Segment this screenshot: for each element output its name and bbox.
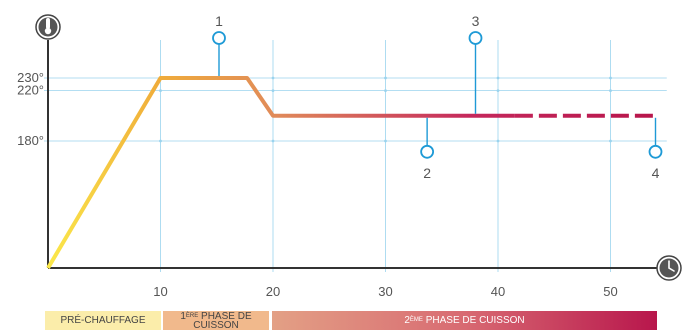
callout-label-2: 2 (423, 165, 431, 181)
callout-circle (468, 31, 483, 45)
phase-first-line1: 1ÈRE PHASE DE (180, 310, 252, 322)
grid-dot (496, 89, 500, 92)
callout-1: 1 (212, 13, 226, 76)
grid-dot (384, 89, 387, 92)
grid-dot (271, 89, 275, 92)
axes (47, 40, 660, 269)
axis-icons (35, 14, 682, 281)
grid-dot (609, 139, 612, 143)
x-tick-label-50: 50 (603, 284, 617, 299)
y-tick-label-230: 230° (17, 70, 44, 85)
phase-second-label: 2ÈME PHASE DE CUISSON (404, 315, 525, 326)
phase-first-line2: CUISSON (193, 319, 239, 331)
callout-circle (648, 144, 663, 159)
grid-dot (496, 76, 500, 80)
clock-icon-hands (668, 260, 675, 272)
callout-3: 3 (468, 13, 483, 114)
tick-labels: 10 20 30 40 50 230°220° 180° (17, 70, 618, 299)
phase-preheating-label: PRÉ-CHAUFFAGE (60, 315, 146, 326)
clock-icon (656, 255, 682, 281)
phase-first-cooking: 1ÈRE PHASE DE CUISSON (163, 311, 269, 330)
thermometer-icon-stem (46, 18, 50, 29)
temperature-curve (46, 76, 656, 270)
callout-2: 2 (420, 117, 435, 181)
grid-dot (271, 139, 275, 143)
series-line-solid (46, 76, 515, 270)
callout-markers: 1 2 3 4 (212, 13, 663, 181)
callout-label-1: 1 (215, 13, 223, 29)
grid-dot (159, 139, 162, 143)
grid-dot (496, 139, 500, 143)
x-tick-label-30: 30 (378, 284, 392, 299)
callout-circle (212, 31, 226, 45)
grid-dot (159, 89, 162, 92)
thermometer-icon-bulb (44, 27, 52, 35)
y-tick-label-180: 180° (17, 133, 44, 148)
thermometer-icon (35, 14, 61, 40)
callout-4: 4 (648, 117, 663, 181)
callout-label-4: 4 (652, 165, 660, 181)
grid-dot (384, 76, 387, 80)
grid-dot (271, 76, 275, 80)
grid-dot (609, 89, 612, 92)
x-tick-label-20: 20 (266, 284, 280, 299)
grid-lines (44, 40, 667, 272)
grid-dot (384, 139, 387, 143)
x-tick-label-40: 40 (491, 284, 505, 299)
callout-circle (420, 144, 435, 159)
grid-dot (609, 76, 612, 80)
y-tick-label-220: 220° (17, 83, 44, 98)
callout-label-3: 3 (472, 13, 480, 29)
phase-second-cooking: 2ÈME PHASE DE CUISSON (272, 311, 657, 330)
phase-preheating: PRÉ-CHAUFFAGE (45, 311, 161, 330)
x-tick-label-10: 10 (153, 284, 167, 299)
